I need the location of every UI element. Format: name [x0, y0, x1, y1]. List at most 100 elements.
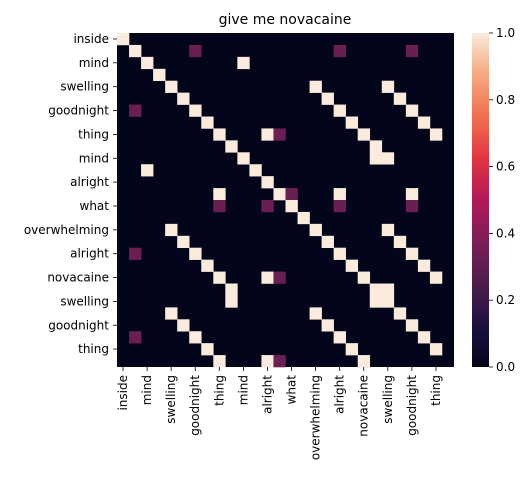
heatmap-cell	[345, 343, 359, 356]
x-tick-label: alright	[260, 375, 274, 414]
y-tick-label: swelling	[60, 80, 109, 94]
heatmap-cell	[369, 283, 383, 296]
heatmap-cell	[333, 247, 346, 260]
x-tick-label: overwhelming	[309, 375, 323, 460]
y-tick-label: overwhelming	[24, 223, 109, 237]
x-tick-labels: inside mind swelling goodnight thing mind alri…	[116, 367, 443, 460]
heatmap-cell	[237, 152, 250, 165]
colorbar-tick-label: 0.8	[496, 93, 515, 107]
heatmap-cell	[297, 211, 310, 225]
heatmap-cell	[201, 343, 214, 356]
heatmap-cell	[213, 128, 226, 141]
colorbar	[472, 33, 489, 367]
heatmap-cell	[357, 271, 371, 284]
heatmap-cell	[369, 295, 383, 308]
x-tick-label: inside	[116, 375, 130, 411]
y-tick-label: thing	[78, 127, 109, 141]
heatmap-cell	[201, 259, 214, 272]
heatmap-cell	[201, 116, 214, 129]
heatmap-cell	[321, 319, 334, 332]
heatmap-cell	[381, 295, 395, 308]
y-tick-labels: inside mind swelling goodnight thing mind alri…	[24, 32, 117, 356]
colorbar-tick-label: 1.0	[496, 26, 515, 40]
heatmap-cell	[381, 152, 395, 165]
heatmap-cell	[345, 259, 359, 272]
heatmap-cell	[189, 247, 202, 260]
heatmap-cell	[261, 355, 274, 368]
heatmap-cell	[285, 188, 298, 201]
y-tick-label: mind	[79, 56, 109, 70]
heatmap-cell	[405, 44, 419, 58]
heatmap-cell	[357, 128, 371, 141]
x-tick-label: goodnight	[405, 375, 419, 436]
heatmap-cell	[333, 200, 346, 213]
colorbar-tick-label: 0.0	[496, 360, 515, 374]
heatmap-cell	[141, 164, 154, 177]
heatmap-cell	[405, 188, 419, 201]
heatmap-cell	[333, 331, 346, 344]
heatmap-cell	[429, 271, 443, 284]
heatmap-cell	[261, 128, 274, 141]
heatmap-cell	[213, 200, 226, 213]
heatmap-cell	[189, 104, 202, 117]
heatmap-cell	[405, 200, 419, 213]
colorbar-tick-label: 0.6	[496, 160, 515, 174]
heatmap-cell	[417, 116, 431, 129]
heatmap-cell	[249, 164, 262, 177]
y-tick-label: thing	[78, 342, 109, 356]
heatmap-cell	[333, 104, 346, 117]
heatmap-cell	[321, 235, 334, 249]
heatmap-cell	[225, 140, 238, 153]
heatmap-cell	[189, 331, 202, 344]
heatmap-cell	[393, 307, 407, 320]
heatmap-cell	[405, 247, 419, 260]
x-tick-label: swelling	[381, 375, 395, 424]
heatmap-cell	[225, 283, 238, 296]
heatmap-cell	[381, 283, 395, 296]
heatmap-cell	[177, 319, 190, 332]
heatmap-cell	[225, 295, 238, 308]
heatmap-cell	[177, 92, 190, 105]
x-tick-label: what	[285, 375, 299, 405]
y-tick-label: mind	[79, 151, 109, 165]
heatmap-cell	[261, 176, 274, 189]
heatmap-cells	[117, 33, 454, 368]
heatmap-cell	[381, 80, 395, 93]
heatmap-cell	[429, 128, 443, 141]
x-tick-label: novacaine	[357, 375, 371, 437]
heatmap-cell	[321, 92, 334, 105]
heatmap-cell	[237, 56, 250, 70]
y-tick-label: alright	[70, 175, 109, 189]
colorbar-ticks: 0.0 0.2 0.4 0.6 0.8 1.0	[489, 26, 515, 374]
x-tick-label: mind	[236, 375, 250, 405]
heatmap-cell	[273, 188, 286, 201]
heatmap-cell	[177, 235, 190, 249]
heatmap-cell	[393, 92, 407, 105]
heatmap-cell	[369, 140, 383, 153]
heatmap-cell	[261, 271, 274, 284]
y-tick-label: goodnight	[48, 104, 109, 118]
heatmap-cell	[333, 44, 346, 58]
heatmap-cell	[273, 355, 286, 368]
heatmap-cell	[165, 223, 178, 237]
heatmap-cell	[213, 271, 226, 284]
heatmap-cell	[141, 56, 154, 70]
heatmap-cell	[129, 104, 142, 117]
heatmap-cell	[129, 247, 142, 260]
x-tick-label: thing	[429, 375, 443, 406]
y-tick-label: what	[80, 199, 110, 213]
heatmap-cell	[381, 223, 395, 237]
heatmap-cell	[345, 116, 359, 129]
heatmap-cell	[369, 152, 383, 165]
colorbar-tick-label: 0.4	[496, 226, 515, 240]
y-tick-label: inside	[73, 32, 109, 46]
x-tick-label: goodnight	[188, 375, 202, 436]
heatmap-cell	[309, 223, 322, 237]
heatmap-cell	[261, 200, 274, 213]
heatmap-cell	[129, 331, 142, 344]
heatmap-cell	[309, 307, 322, 320]
heatmap-cell	[429, 343, 443, 356]
heatmap-cell	[213, 355, 226, 368]
heatmap-cell	[117, 33, 130, 46]
